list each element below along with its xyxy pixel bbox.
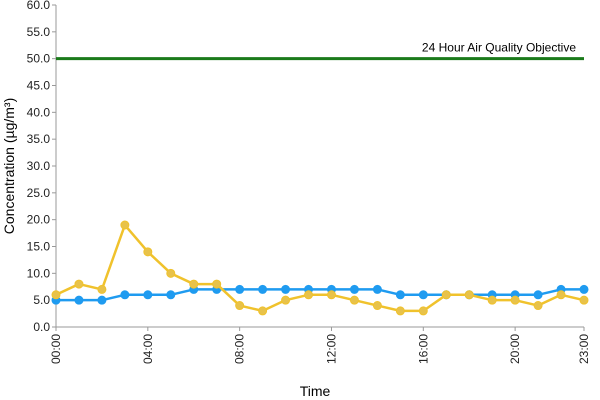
y-axis-ticks: 0.0 5.0 10.0 15.0 20.0 25.0 30.0 35.0 40.0 45.0 50…	[27, 0, 56, 334]
y-tick-label: 0.0	[33, 320, 50, 334]
series-1-point	[74, 295, 84, 305]
series-1-point	[281, 284, 291, 294]
y-tick-label: 30.0	[27, 159, 51, 173]
series-2-point	[418, 306, 428, 316]
x-tick-label: 23:00	[577, 334, 591, 364]
y-tick-label: 45.0	[27, 79, 51, 93]
series-2-point	[510, 295, 520, 305]
series-1-point	[533, 290, 543, 300]
series-1-point	[97, 295, 107, 305]
series-1-point	[418, 290, 428, 300]
y-tick-label: 55.0	[27, 25, 51, 39]
series-1-point	[395, 290, 405, 300]
y-tick-label: 20.0	[27, 213, 51, 227]
series-2-point	[441, 290, 451, 300]
series-2-point	[349, 295, 359, 305]
series-1-point	[120, 290, 130, 300]
series-2-line	[55, 223, 585, 313]
x-tick-label: 12:00	[324, 334, 338, 364]
series-2-point	[556, 290, 566, 300]
series-1-point	[372, 284, 382, 294]
x-tick-label: 16:00	[416, 334, 430, 364]
x-tick-label: 04:00	[141, 334, 155, 364]
x-tick-label: 00:00	[49, 334, 63, 364]
series-2-point	[51, 290, 61, 300]
series-layer	[51, 220, 589, 316]
series-1-point	[258, 284, 268, 294]
series-2-point	[304, 290, 314, 300]
series-1-point	[235, 284, 245, 294]
x-axis-ticks: 00:00 04:00 08:00 12:00 16:00 20:00 23:00	[49, 327, 591, 364]
series-2-point	[281, 295, 291, 305]
series-2-point	[464, 290, 474, 300]
x-tick-label: 20:00	[508, 334, 522, 364]
series-2-point	[487, 295, 497, 305]
air-quality-objective-label: 24 Hour Air Quality Objective	[422, 41, 576, 55]
series-1-point	[579, 284, 589, 294]
series-2-point	[579, 295, 589, 305]
x-axis-title: Time	[300, 383, 331, 399]
y-tick-label: 35.0	[27, 132, 51, 146]
series-2-point	[235, 301, 245, 311]
series-2-point	[326, 290, 336, 300]
series-2-point	[97, 284, 107, 294]
y-tick-label: 25.0	[27, 186, 51, 200]
series-1-point	[166, 290, 176, 300]
series-2-point	[395, 306, 405, 316]
y-tick-label: 10.0	[27, 266, 51, 280]
series-2-point	[143, 247, 153, 257]
y-tick-label: 5.0	[33, 293, 50, 307]
series-2-point	[372, 301, 382, 311]
x-tick-label: 08:00	[233, 334, 247, 364]
series-2-point	[212, 279, 222, 289]
series-2-point	[74, 279, 84, 289]
series-1-point	[143, 290, 153, 300]
series-2-point	[189, 279, 199, 289]
y-tick-label: 15.0	[27, 240, 51, 254]
y-axis-title: Concentration (µg/m³)	[1, 98, 17, 234]
series-1-point	[349, 284, 359, 294]
y-tick-label: 60.0	[27, 0, 51, 12]
series-2-point	[166, 268, 176, 278]
series-2-point	[120, 220, 130, 230]
y-tick-label: 50.0	[27, 52, 51, 66]
y-tick-label: 40.0	[27, 105, 51, 119]
series-2-point	[258, 306, 268, 316]
series-2-point	[533, 301, 543, 311]
